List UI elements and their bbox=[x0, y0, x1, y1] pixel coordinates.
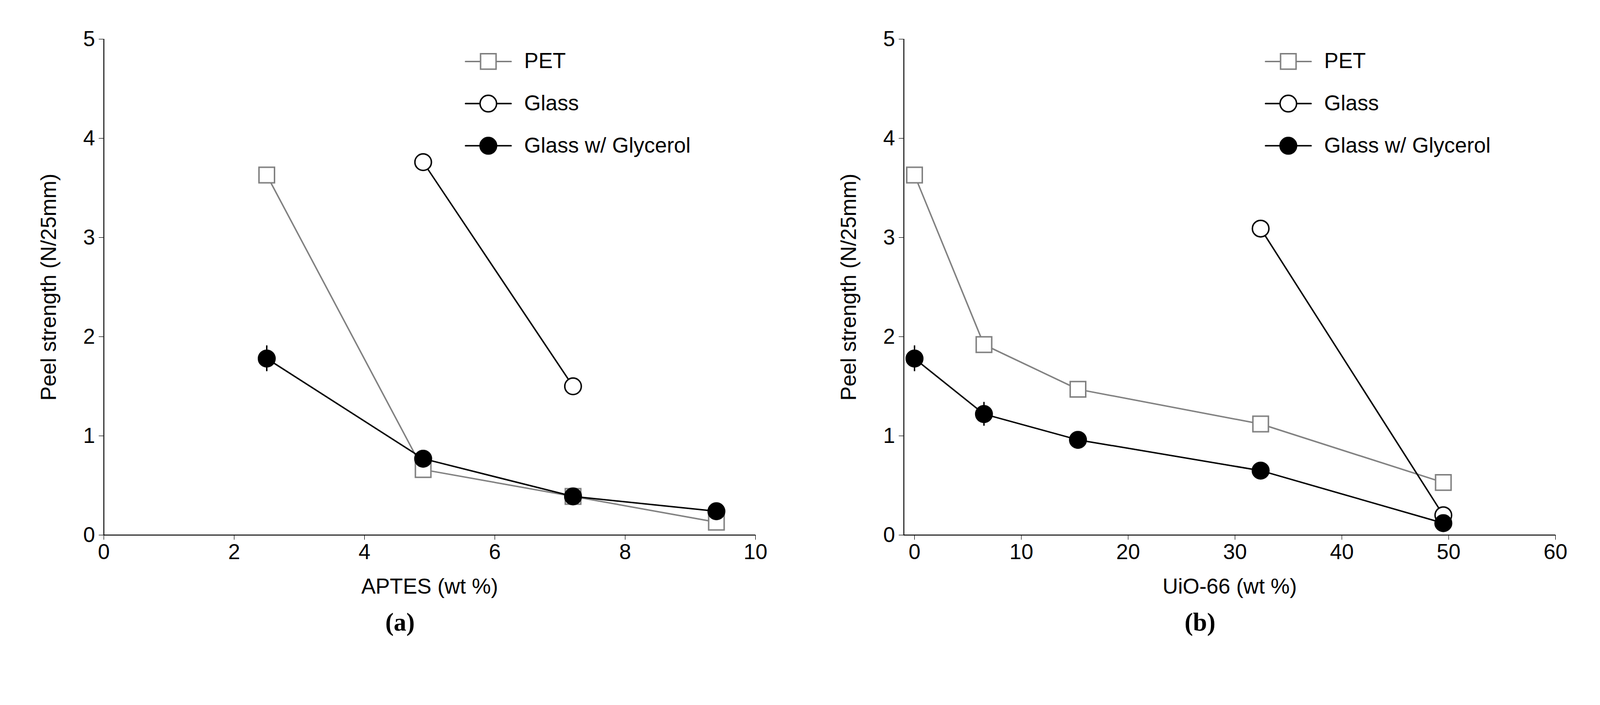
svg-text:0: 0 bbox=[883, 522, 895, 547]
svg-text:APTES (wt %): APTES (wt %) bbox=[360, 574, 498, 599]
svg-text:20: 20 bbox=[1116, 539, 1140, 564]
svg-text:0: 0 bbox=[97, 539, 110, 564]
svg-text:5: 5 bbox=[883, 26, 895, 51]
svg-text:4: 4 bbox=[883, 125, 895, 150]
svg-text:30: 30 bbox=[1223, 539, 1247, 564]
svg-text:4: 4 bbox=[358, 539, 371, 564]
svg-text:Glass w/ Glycerol: Glass w/ Glycerol bbox=[523, 133, 691, 158]
svg-text:5: 5 bbox=[83, 26, 95, 51]
svg-text:50: 50 bbox=[1436, 539, 1461, 564]
svg-text:2: 2 bbox=[228, 539, 240, 564]
svg-text:Peel strength (N/25mm): Peel strength (N/25mm) bbox=[35, 173, 60, 401]
svg-text:Glass: Glass bbox=[1323, 90, 1379, 115]
html-text:(a): (a) bbox=[385, 608, 415, 637]
svg-text:0: 0 bbox=[908, 539, 921, 564]
svg-text:4: 4 bbox=[83, 125, 95, 150]
svg-text:10: 10 bbox=[1009, 539, 1033, 564]
svg-text:2: 2 bbox=[883, 324, 895, 349]
svg-text:10: 10 bbox=[743, 539, 768, 564]
html-text:(b): (b) bbox=[1184, 608, 1216, 637]
svg-text:2: 2 bbox=[83, 324, 95, 349]
svg-text:Glass w/ Glycerol: Glass w/ Glycerol bbox=[1323, 133, 1491, 158]
svg-text:60: 60 bbox=[1543, 539, 1568, 564]
svg-text:40: 40 bbox=[1329, 539, 1354, 564]
svg-text:3: 3 bbox=[83, 225, 95, 249]
svg-text:UiO-66 (wt %): UiO-66 (wt %) bbox=[1162, 574, 1297, 599]
svg-text:Peel strength (N/25mm): Peel strength (N/25mm) bbox=[835, 173, 860, 401]
svg-text:1: 1 bbox=[883, 423, 895, 448]
svg-text:0: 0 bbox=[83, 522, 95, 547]
svg-text:PET: PET bbox=[523, 48, 566, 73]
svg-text:Glass: Glass bbox=[523, 90, 579, 115]
svg-text:1: 1 bbox=[83, 423, 95, 448]
svg-text:3: 3 bbox=[883, 225, 895, 249]
svg-text:6: 6 bbox=[488, 539, 501, 564]
svg-text:8: 8 bbox=[619, 539, 631, 564]
svg-text:PET: PET bbox=[1323, 48, 1366, 73]
